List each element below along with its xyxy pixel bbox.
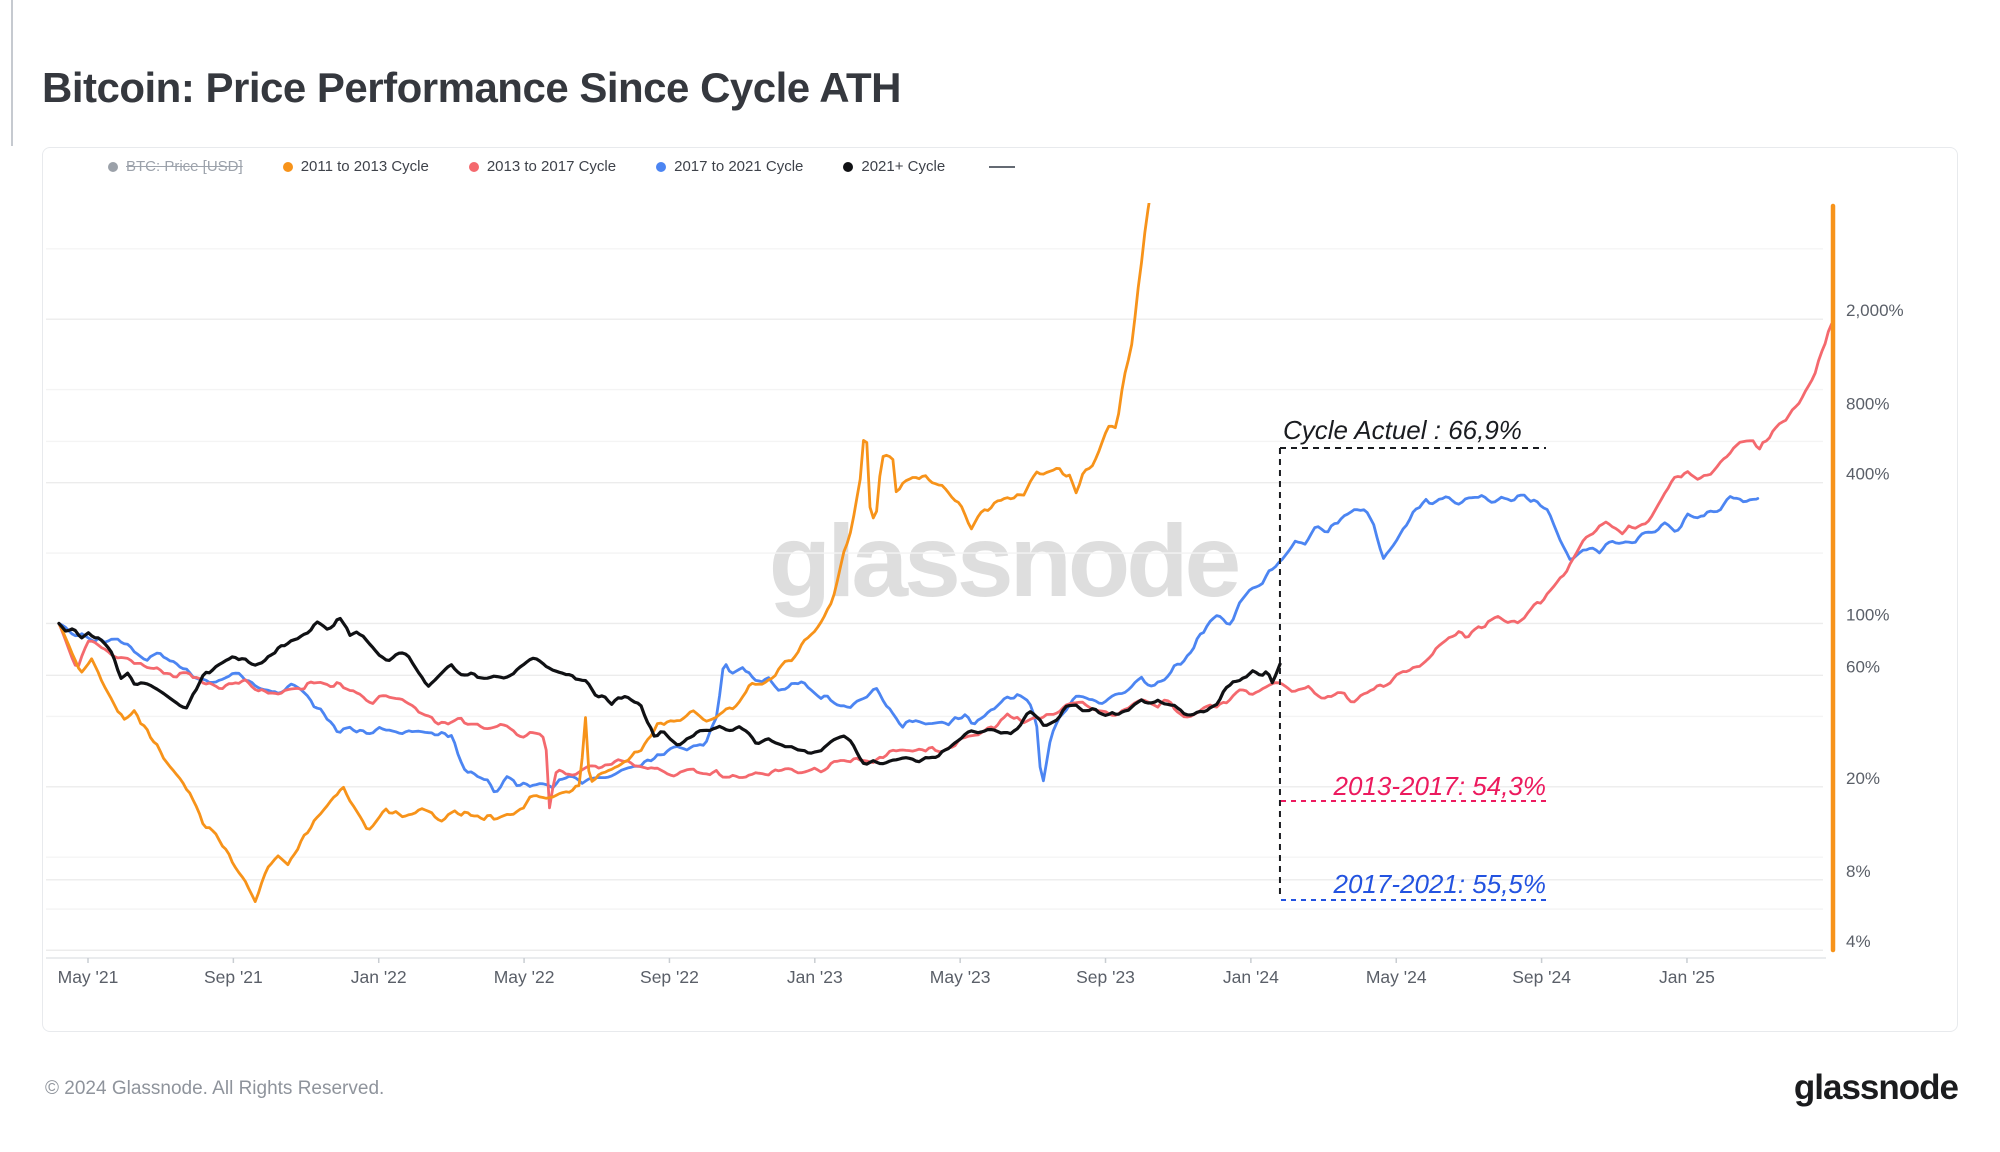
- page-title: Bitcoin: Price Performance Since Cycle A…: [42, 64, 901, 112]
- legend-item-2[interactable]: 2013 to 2017 Cycle: [468, 158, 617, 175]
- annotation-current-cycle: Cycle Actuel : 66,9%: [1283, 415, 1522, 445]
- x-axis-label: Jan '24: [1223, 967, 1279, 987]
- legend-dot: [843, 161, 854, 172]
- legend-dash-swatch[interactable]: [989, 165, 1016, 168]
- y-axis-label: 100%: [1846, 605, 1889, 624]
- legend-label: BTC: Price [USD]: [126, 158, 243, 175]
- x-axis-label: May '22: [494, 967, 555, 987]
- y-axis-label: 800%: [1846, 394, 1889, 413]
- glassnode-watermark: glassnode: [768, 504, 1241, 618]
- series-2013-to-2017-cycle: [57, 322, 1834, 810]
- legend-dot: [108, 161, 118, 172]
- legend-label: 2011 to 2013 Cycle: [300, 158, 429, 175]
- series-2017-to-2021-cycle: [57, 493, 1760, 794]
- annotation-2013-2017: 2013-2017: 54,3%: [1333, 771, 1546, 801]
- chart-card: [42, 147, 1958, 1032]
- x-axis-label: Jan '23: [787, 967, 843, 987]
- x-axis-label: May '24: [1366, 967, 1427, 987]
- copyright-text: © 2024 Glassnode. All Rights Reserved.: [45, 1078, 385, 1099]
- legend-label: 2017 to 2021 Cycle: [674, 158, 804, 175]
- legend-label: 2021+ Cycle: [861, 158, 946, 175]
- legend-label: 2013 to 2017 Cycle: [486, 158, 617, 175]
- legend-dot: [282, 161, 293, 172]
- y-axis-label: 400%: [1846, 465, 1889, 484]
- x-axis-label: May '21: [58, 967, 119, 987]
- window-edge-line: [11, 0, 13, 146]
- x-axis-label: May '23: [930, 967, 991, 987]
- x-axis-label: Jan '22: [351, 967, 407, 987]
- series-2021-cycle: [57, 616, 1282, 766]
- x-axis-label: Sep '22: [640, 967, 699, 987]
- y-axis-label: 4%: [1846, 932, 1871, 951]
- y-axis-label: 20%: [1846, 769, 1880, 788]
- legend-item-4[interactable]: 2021+ Cycle: [843, 158, 945, 175]
- x-axis-label: Sep '24: [1512, 967, 1571, 987]
- y-axis-label: 2,000%: [1846, 301, 1904, 320]
- annotation-2017-2021: 2017-2021: 55,5%: [1333, 869, 1546, 899]
- legend-dot: [468, 161, 479, 172]
- series-2011-to-2013-cycle: [57, 203, 1151, 903]
- legend-item-0[interactable]: BTC: Price [USD]: [108, 158, 243, 175]
- y-axis-label: 60%: [1846, 657, 1880, 676]
- legend-item-1[interactable]: 2011 to 2013 Cycle: [282, 158, 429, 175]
- legend-dot: [656, 161, 667, 172]
- glassnode-logo: glassnode: [1793, 1068, 1959, 1107]
- x-axis-label: Sep '23: [1076, 967, 1135, 987]
- x-axis-label: Jan '25: [1659, 967, 1715, 987]
- x-axis-label: Sep '21: [204, 967, 263, 987]
- legend-item-3[interactable]: 2017 to 2021 Cycle: [656, 158, 803, 175]
- chart-legend: BTC: Price [USD] 2011 to 2013 Cycle 2013 t…: [108, 158, 1016, 175]
- y-axis-label: 8%: [1846, 862, 1871, 881]
